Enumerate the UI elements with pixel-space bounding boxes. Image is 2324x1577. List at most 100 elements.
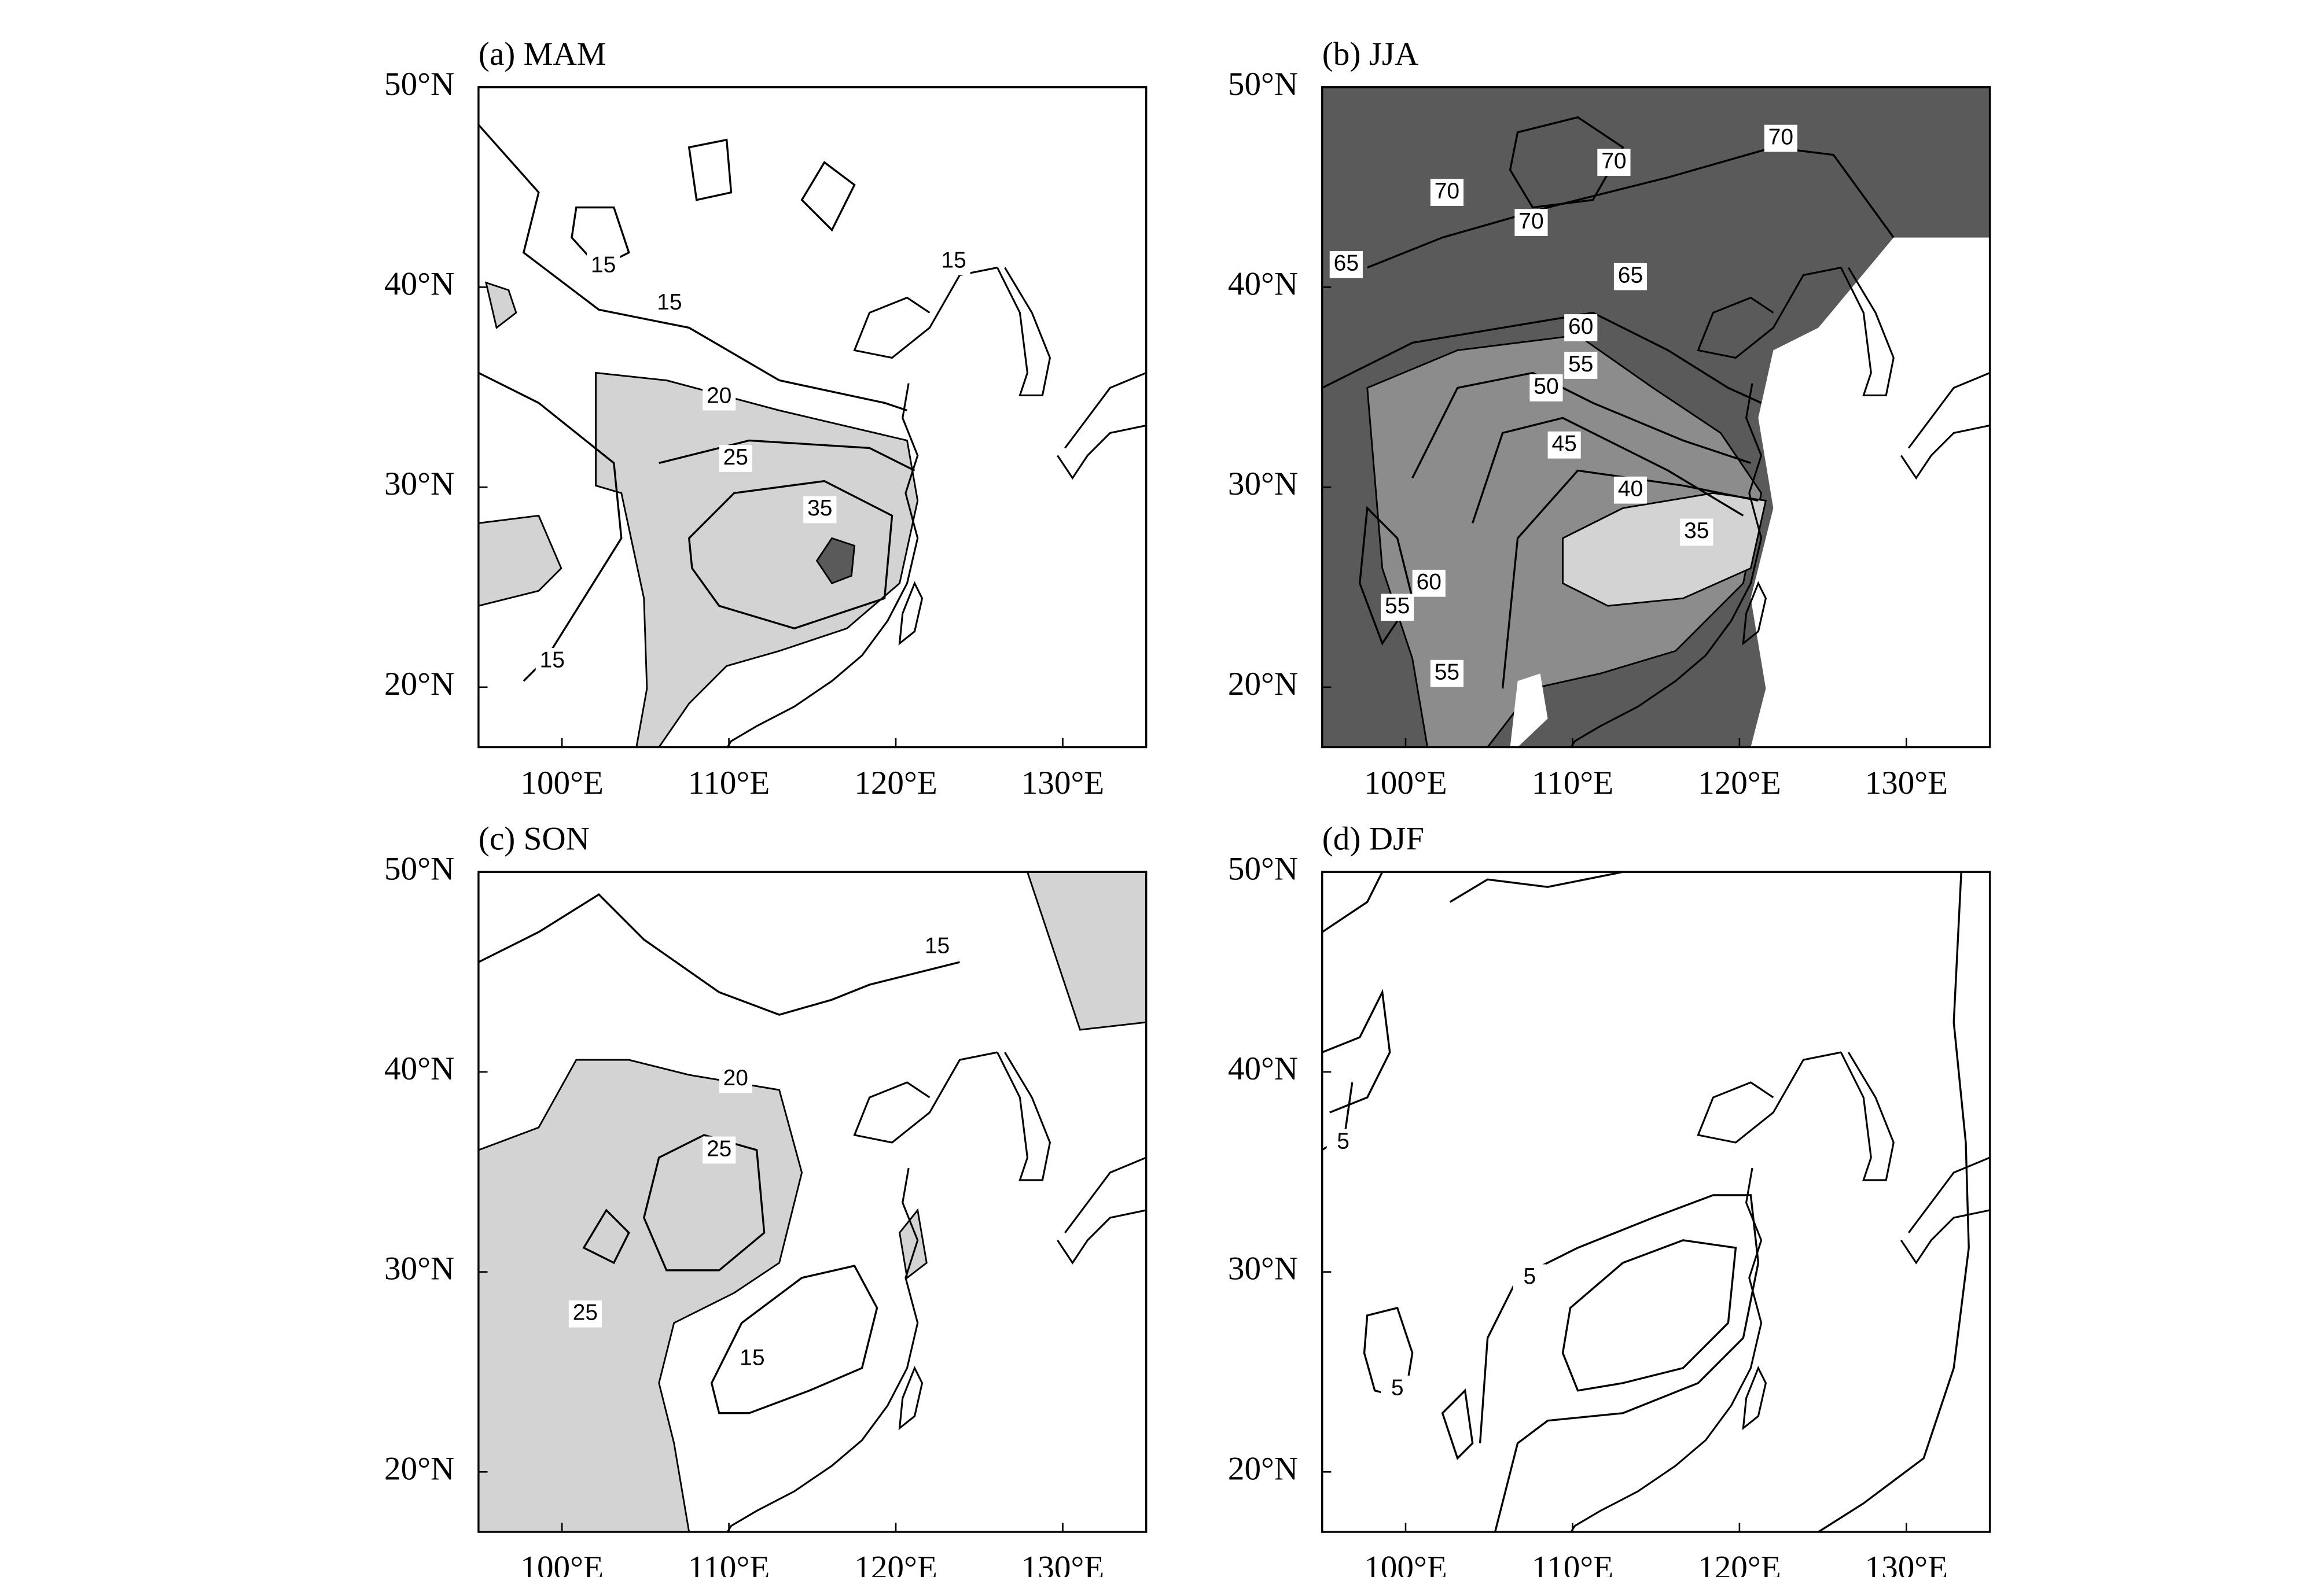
y-tick-label: 50°N [1228, 850, 1298, 887]
x-tick-label: 120°E [854, 765, 937, 801]
panel-title: (b) JJA [1322, 36, 1419, 72]
shaded-region [1510, 673, 1548, 747]
contour-label-bg [937, 248, 970, 275]
contour-line [1322, 989, 1391, 1114]
contour-line [1472, 417, 1744, 524]
contour-label-bg [703, 383, 736, 411]
shaded-region [1751, 237, 1990, 747]
contour-label: 55 [1385, 594, 1410, 618]
x-tick-label: 120°E [1698, 765, 1781, 801]
contour-line [571, 138, 856, 269]
contour-label: 70 [1601, 149, 1626, 174]
contour-label: 5 [1337, 1129, 1349, 1154]
map-content: 5 5 5 [1322, 872, 1990, 1532]
y-tick-label: 40°N [1228, 1051, 1298, 1087]
contour-label-bg [1430, 659, 1464, 687]
contour-label-bg [1381, 594, 1414, 621]
contour-line [1509, 116, 1624, 209]
contour-label-bg [1597, 149, 1631, 176]
x-tick-label: 100°E [1364, 765, 1447, 801]
contour-label: 15 [657, 290, 682, 315]
contour-label: 70 [1768, 124, 1793, 149]
contour-label-bg [803, 496, 837, 524]
x-tick-label: 110°E [1532, 1550, 1613, 1577]
x-tick-label: 110°E [688, 1550, 770, 1577]
contour-line [1441, 1388, 1474, 1460]
panel-frame [1321, 86, 1991, 749]
contour-label: 50 [1534, 374, 1558, 399]
contour-label-bg [719, 1066, 752, 1093]
contour-label-bg [920, 933, 954, 961]
contour-label-bg [1412, 569, 1446, 597]
contour-label: 15 [591, 252, 616, 277]
y-tick-label: 50°N [384, 850, 454, 887]
x-tick-label: 110°E [1532, 765, 1613, 801]
contour-label-bg [1564, 314, 1598, 341]
contour-label-bg [1513, 1264, 1546, 1292]
contour-label-bg [719, 445, 752, 472]
shaded-region [815, 537, 856, 585]
x-tick-label: 120°E [854, 1550, 937, 1577]
contour-label-bg [587, 252, 620, 280]
y-tick-label: 40°N [384, 1051, 454, 1087]
contour-line [1449, 872, 1970, 1532]
contour-label: 70 [1518, 209, 1543, 234]
contour-line [1501, 469, 1759, 689]
y-tick-label: 40°N [384, 266, 454, 303]
contour-label: 20 [707, 383, 731, 408]
coastline [726, 1051, 1146, 1532]
x-tick-label: 130°E [1021, 765, 1105, 801]
contour-label-bg [1680, 518, 1713, 546]
contour-line [1322, 311, 1762, 404]
shaded-region [595, 371, 919, 747]
x-tick-label: 130°E [1865, 1550, 1948, 1577]
shaded-region [478, 514, 562, 607]
y-tick-label: 30°N [384, 466, 454, 502]
contour-label: 15 [540, 648, 565, 673]
contour-label: 40 [1618, 476, 1643, 501]
panel-title: (c) SON [479, 820, 590, 857]
y-tick-label: 30°N [1228, 466, 1298, 502]
map-content: 15 20 25 25 15 [478, 872, 1146, 1532]
coastline [726, 267, 1146, 747]
contour-label: 70 [1435, 179, 1459, 204]
y-tick-label: 20°N [384, 1450, 454, 1487]
y-tick-label: 30°N [384, 1251, 454, 1287]
contour-label-bg [703, 1136, 736, 1164]
y-tick-label: 20°N [1228, 666, 1298, 702]
contour-label-bg [535, 648, 569, 675]
map-panel: 70 70 70 70 65 65 60 55 50 45 40 35 60 55 55 (b) JJA 100… [1228, 36, 1991, 801]
contour-label-bg [653, 290, 686, 318]
x-tick-label: 130°E [1021, 1550, 1105, 1577]
contour-label-bg [1329, 250, 1363, 278]
contour-label-bg [568, 1300, 602, 1328]
contour-line [1561, 1239, 1737, 1392]
y-tick-label: 30°N [1228, 1251, 1298, 1287]
panel-title: (a) MAM [479, 36, 606, 72]
y-tick-label: 50°N [384, 66, 454, 102]
contour-line [582, 1208, 630, 1265]
contour-line [659, 439, 915, 471]
contour-label-bg [1430, 179, 1464, 207]
x-tick-label: 120°E [1698, 1550, 1781, 1577]
contour-label: 25 [707, 1136, 731, 1161]
contour-label: 60 [1568, 314, 1593, 339]
y-tick-label: 50°N [1228, 66, 1298, 102]
panel-title: (d) DJF [1322, 820, 1424, 857]
x-tick-label: 100°E [1364, 1550, 1447, 1577]
contour-label: 5 [1391, 1375, 1404, 1400]
coastline [1570, 1051, 1990, 1532]
contour-label: 15 [925, 933, 950, 958]
contour-line [478, 124, 908, 412]
contour-label-bg [1514, 209, 1548, 236]
contour-label-bg [1381, 1375, 1414, 1403]
contour-label-bg [1547, 431, 1581, 459]
y-tick-label: 40°N [1228, 266, 1298, 303]
map-content: 15 15 15 20 25 35 15 [478, 124, 1146, 747]
y-tick-label: 20°N [1228, 1450, 1298, 1487]
shaded-region [899, 1208, 928, 1280]
contour-label: 45 [1551, 432, 1576, 456]
contour-label-bg [1764, 124, 1797, 152]
map-content: 70 70 70 70 65 65 60 55 50 45 40 35 60 55 55 [1322, 87, 1990, 747]
x-tick-label: 100°E [520, 765, 604, 801]
